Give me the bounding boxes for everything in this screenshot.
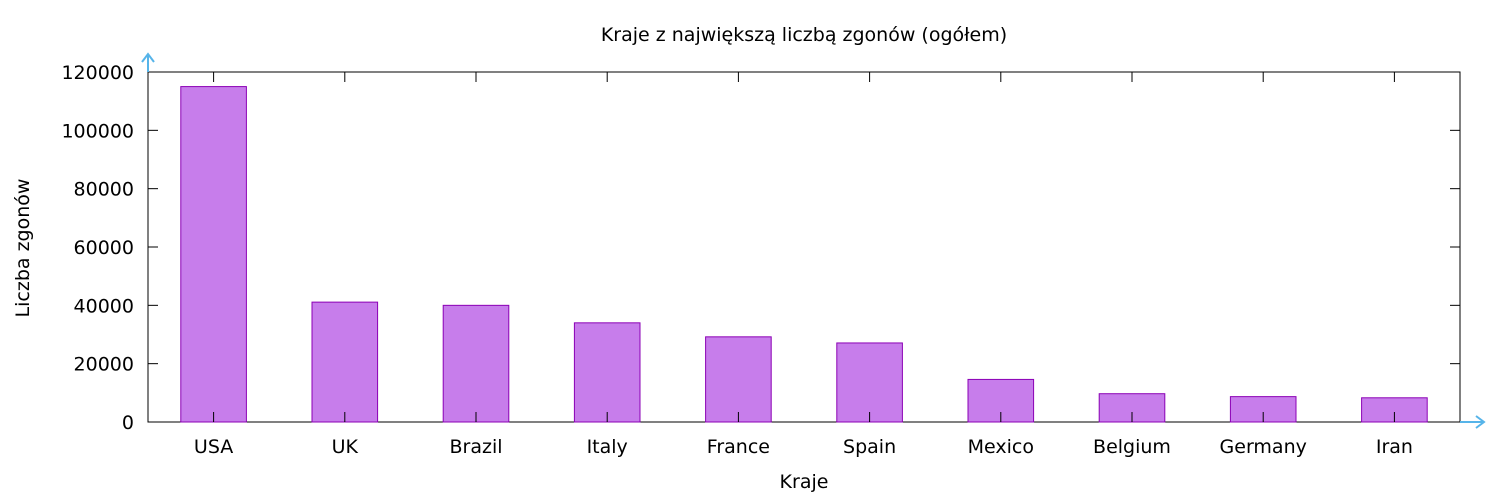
plot-area: 0 20000 40000 60000 80000 100000 120000 USA UK Br… <box>61 52 1486 458</box>
y-tick-label: 60000 <box>74 237 134 259</box>
x-tick-label: USA <box>194 436 233 458</box>
x-tick-label: UK <box>332 436 359 458</box>
bar-uk <box>311 301 379 423</box>
x-tick-label: Iran <box>1376 436 1413 458</box>
chart-title: Kraje z największą liczbą zgonów (ogółem… <box>601 24 1007 46</box>
y-axis-label: Liczba zgonów <box>12 179 34 318</box>
y-tick-label: 0 <box>122 412 134 434</box>
y-tick-label: 80000 <box>74 179 134 201</box>
bar-spain <box>836 342 903 423</box>
x-tick-label: France <box>707 436 770 458</box>
y-tick-label: 120000 <box>61 62 134 84</box>
bar-brazil <box>442 304 510 423</box>
x-tick-label: Mexico <box>968 436 1034 458</box>
y-tick-label: 20000 <box>74 354 134 376</box>
x-tick-label: Brazil <box>449 436 502 458</box>
bar-italy <box>573 322 641 423</box>
x-tick-label: Italy <box>587 436 628 458</box>
x-axis-arrow-icon <box>1475 415 1486 429</box>
bar-france <box>705 336 772 423</box>
y-axis-arrow-icon <box>141 52 155 63</box>
x-tick-label: Belgium <box>1093 436 1171 458</box>
x-axis-label: Kraje <box>780 471 829 493</box>
bar-usa <box>180 86 247 423</box>
y-tick-label: 100000 <box>61 120 134 142</box>
x-tick-label: Germany <box>1220 436 1307 458</box>
x-tick-label: Spain <box>843 436 896 458</box>
y-tick-label: 40000 <box>74 295 134 317</box>
